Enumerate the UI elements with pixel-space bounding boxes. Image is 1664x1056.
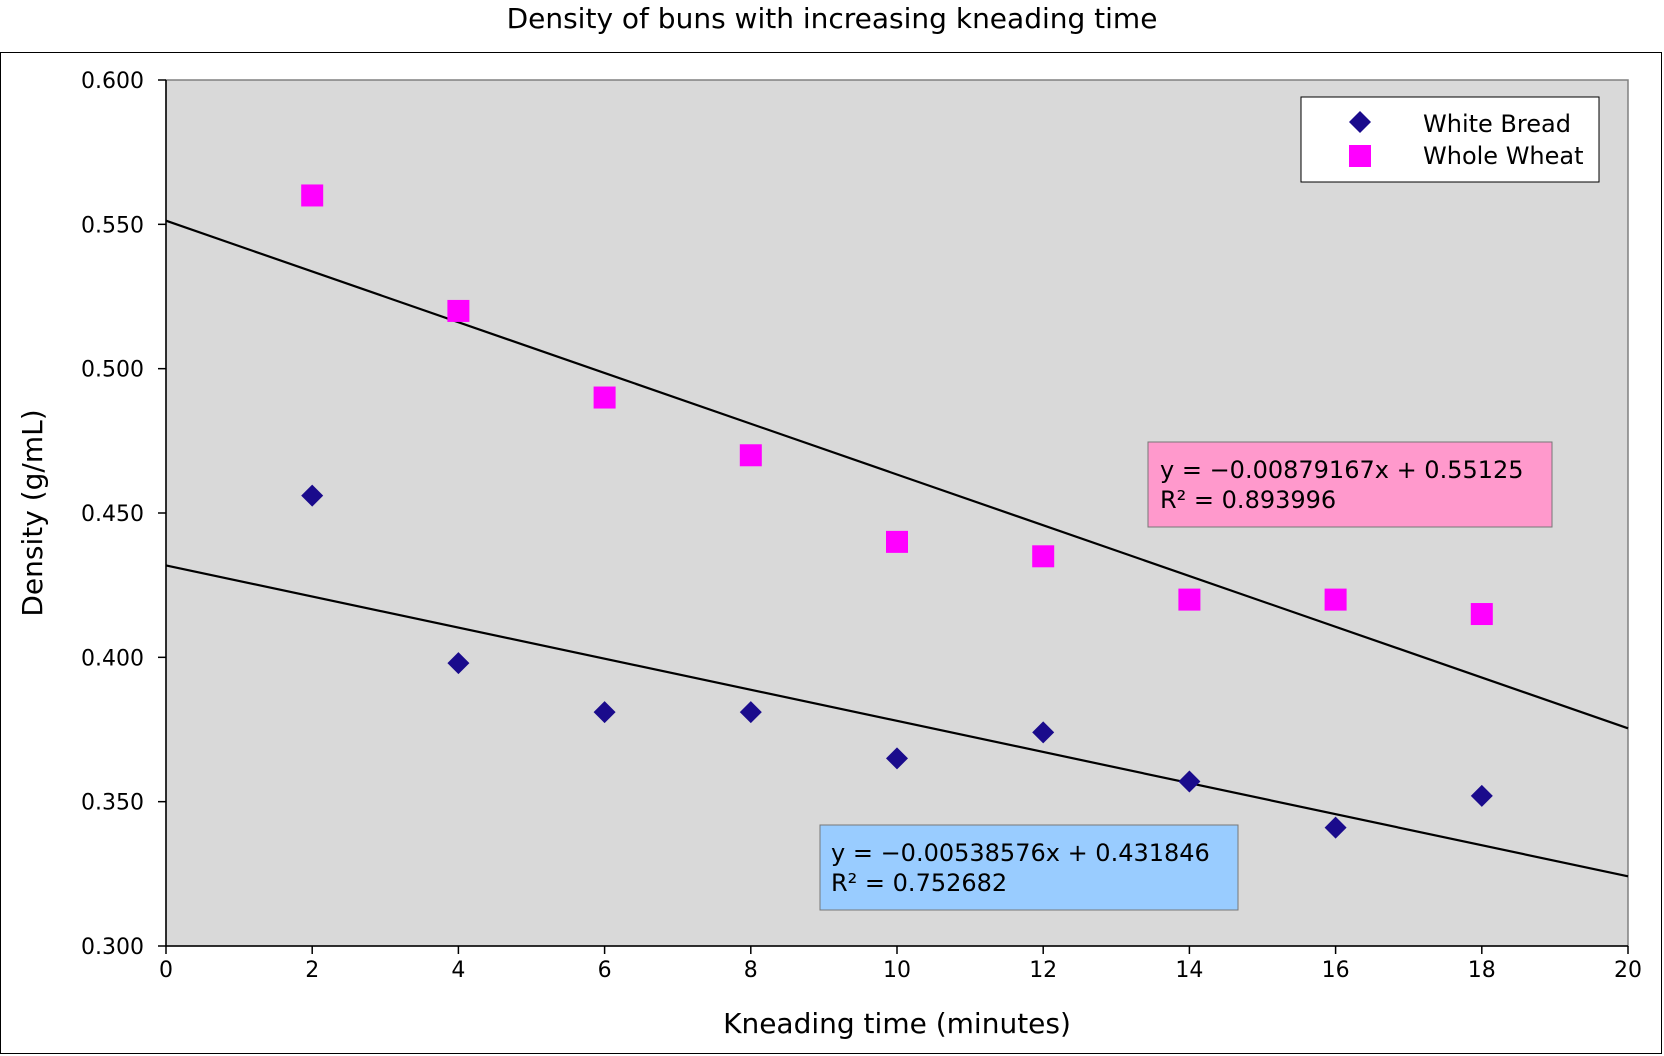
point-layer xyxy=(301,184,1493,839)
r-squared-white-bread: R² = 0.752682 xyxy=(831,869,1007,897)
data-point-whole-wheat xyxy=(1470,603,1493,626)
data-point-whole-wheat xyxy=(1324,588,1347,611)
data-point-whole-wheat xyxy=(739,444,762,467)
y-tick-label: 0.400 xyxy=(81,646,144,671)
x-tick-label: 20 xyxy=(1614,958,1642,983)
x-tick-label: 8 xyxy=(744,958,758,983)
x-tick-label: 16 xyxy=(1322,958,1350,983)
x-tick-label: 18 xyxy=(1468,958,1496,983)
y-tick-label: 0.450 xyxy=(81,502,144,527)
legend-box xyxy=(1300,96,1600,183)
chart-frame xyxy=(0,52,1662,1054)
equation-whole-wheat: y = −0.00879167x + 0.55125 xyxy=(1160,456,1524,484)
x-axis-title: Kneading time (minutes) xyxy=(723,1007,1071,1040)
equation-white-bread: y = −0.00538576x + 0.431846 xyxy=(831,839,1210,867)
data-point-white-bread xyxy=(1324,816,1347,839)
whole-wheat-equation-box: y = −0.00879167x + 0.55125 R² = 0.893996 xyxy=(1147,441,1553,528)
white-bread-equation-box: y = −0.00538576x + 0.431846 R² = 0.75268… xyxy=(819,824,1239,911)
data-point-whole-wheat xyxy=(1032,545,1055,568)
data-point-whole-wheat xyxy=(1178,588,1201,611)
legend-marker-white-bread xyxy=(1349,111,1371,133)
data-point-white-bread xyxy=(1470,784,1493,807)
equation-box-white-bread xyxy=(819,824,1239,911)
x-tick-label: 2 xyxy=(305,958,319,983)
data-point-whole-wheat xyxy=(447,299,470,322)
data-point-white-bread xyxy=(886,747,908,770)
chart-title: Density of buns with increasing kneading… xyxy=(506,2,1158,35)
legend-label-white-bread: White Bread xyxy=(1423,110,1571,138)
data-point-white-bread xyxy=(1032,721,1055,744)
y-tick-label: 0.350 xyxy=(81,791,144,816)
r-squared-whole-wheat: R² = 0.893996 xyxy=(1160,486,1336,514)
data-point-white-bread xyxy=(593,701,616,724)
legend: White Bread Whole Wheat xyxy=(1300,96,1600,183)
x-tick-label: 4 xyxy=(451,958,465,983)
x-tick-label: 0 xyxy=(159,958,173,983)
data-point-white-bread xyxy=(447,652,470,675)
tick-layer: 0 2 4 6 8 10 12 14 16 18 20 0.300 0.350 0.400 0.450 0.5… xyxy=(81,69,1642,983)
data-point-white-bread xyxy=(739,701,762,724)
data-point-whole-wheat xyxy=(301,184,324,207)
trendline-white-bread xyxy=(165,564,1629,878)
y-axis-title: Density (g/mL) xyxy=(16,409,49,616)
x-tick-label: 12 xyxy=(1029,958,1057,983)
y-tick-label: 0.500 xyxy=(81,358,144,383)
y-tick-label: 0.550 xyxy=(81,213,144,238)
x-tick-label: 14 xyxy=(1175,958,1203,983)
data-point-whole-wheat xyxy=(593,386,616,409)
trendline-layer xyxy=(165,219,1629,878)
data-point-whole-wheat xyxy=(886,530,908,553)
y-tick-label: 0.600 xyxy=(81,69,144,94)
data-point-white-bread xyxy=(1178,770,1201,793)
equation-box-whole-wheat xyxy=(1147,441,1553,528)
x-tick-label: 6 xyxy=(598,958,612,983)
data-point-white-bread xyxy=(301,484,324,507)
y-tick-label: 0.300 xyxy=(81,935,144,960)
trendline-whole-wheat xyxy=(165,219,1629,730)
legend-marker-whole-wheat xyxy=(1349,145,1371,167)
legend-label-whole-wheat: Whole Wheat xyxy=(1423,142,1584,170)
x-tick-label: 10 xyxy=(883,958,911,983)
